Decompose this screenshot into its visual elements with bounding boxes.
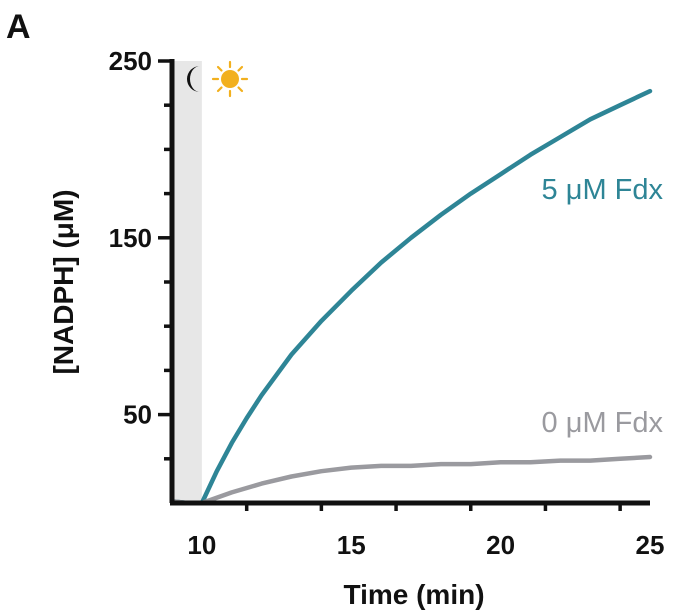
x-tick-label: 15 — [337, 530, 366, 560]
series-line-0 — [169, 88, 653, 506]
series-line-1 — [169, 454, 653, 506]
dark-period-band — [171, 61, 202, 503]
x-tick-label: 20 — [486, 530, 515, 560]
y-tick-label: 150 — [109, 223, 152, 253]
series-label-5um-fdx: 5 μM Fdx — [542, 174, 664, 206]
moon-icon — [187, 66, 200, 92]
series-label-0um-fdx: 0 μM Fdx — [542, 407, 664, 439]
x-tick-label: 10 — [187, 530, 216, 560]
y-tick-label: 50 — [123, 400, 152, 430]
x-axis-title: Time (min) — [343, 579, 484, 610]
panel-letter: A — [6, 8, 31, 46]
series-lines — [169, 88, 653, 506]
sun-icon — [211, 60, 249, 98]
x-tick-label: 25 — [636, 530, 665, 560]
y-axis-title: [NADPH] (μM) — [48, 189, 79, 374]
tick-labels: 50 150 250 10 15 20 25 — [109, 46, 665, 560]
y-tick-label: 250 — [109, 46, 152, 76]
tick-marks — [158, 59, 622, 511]
